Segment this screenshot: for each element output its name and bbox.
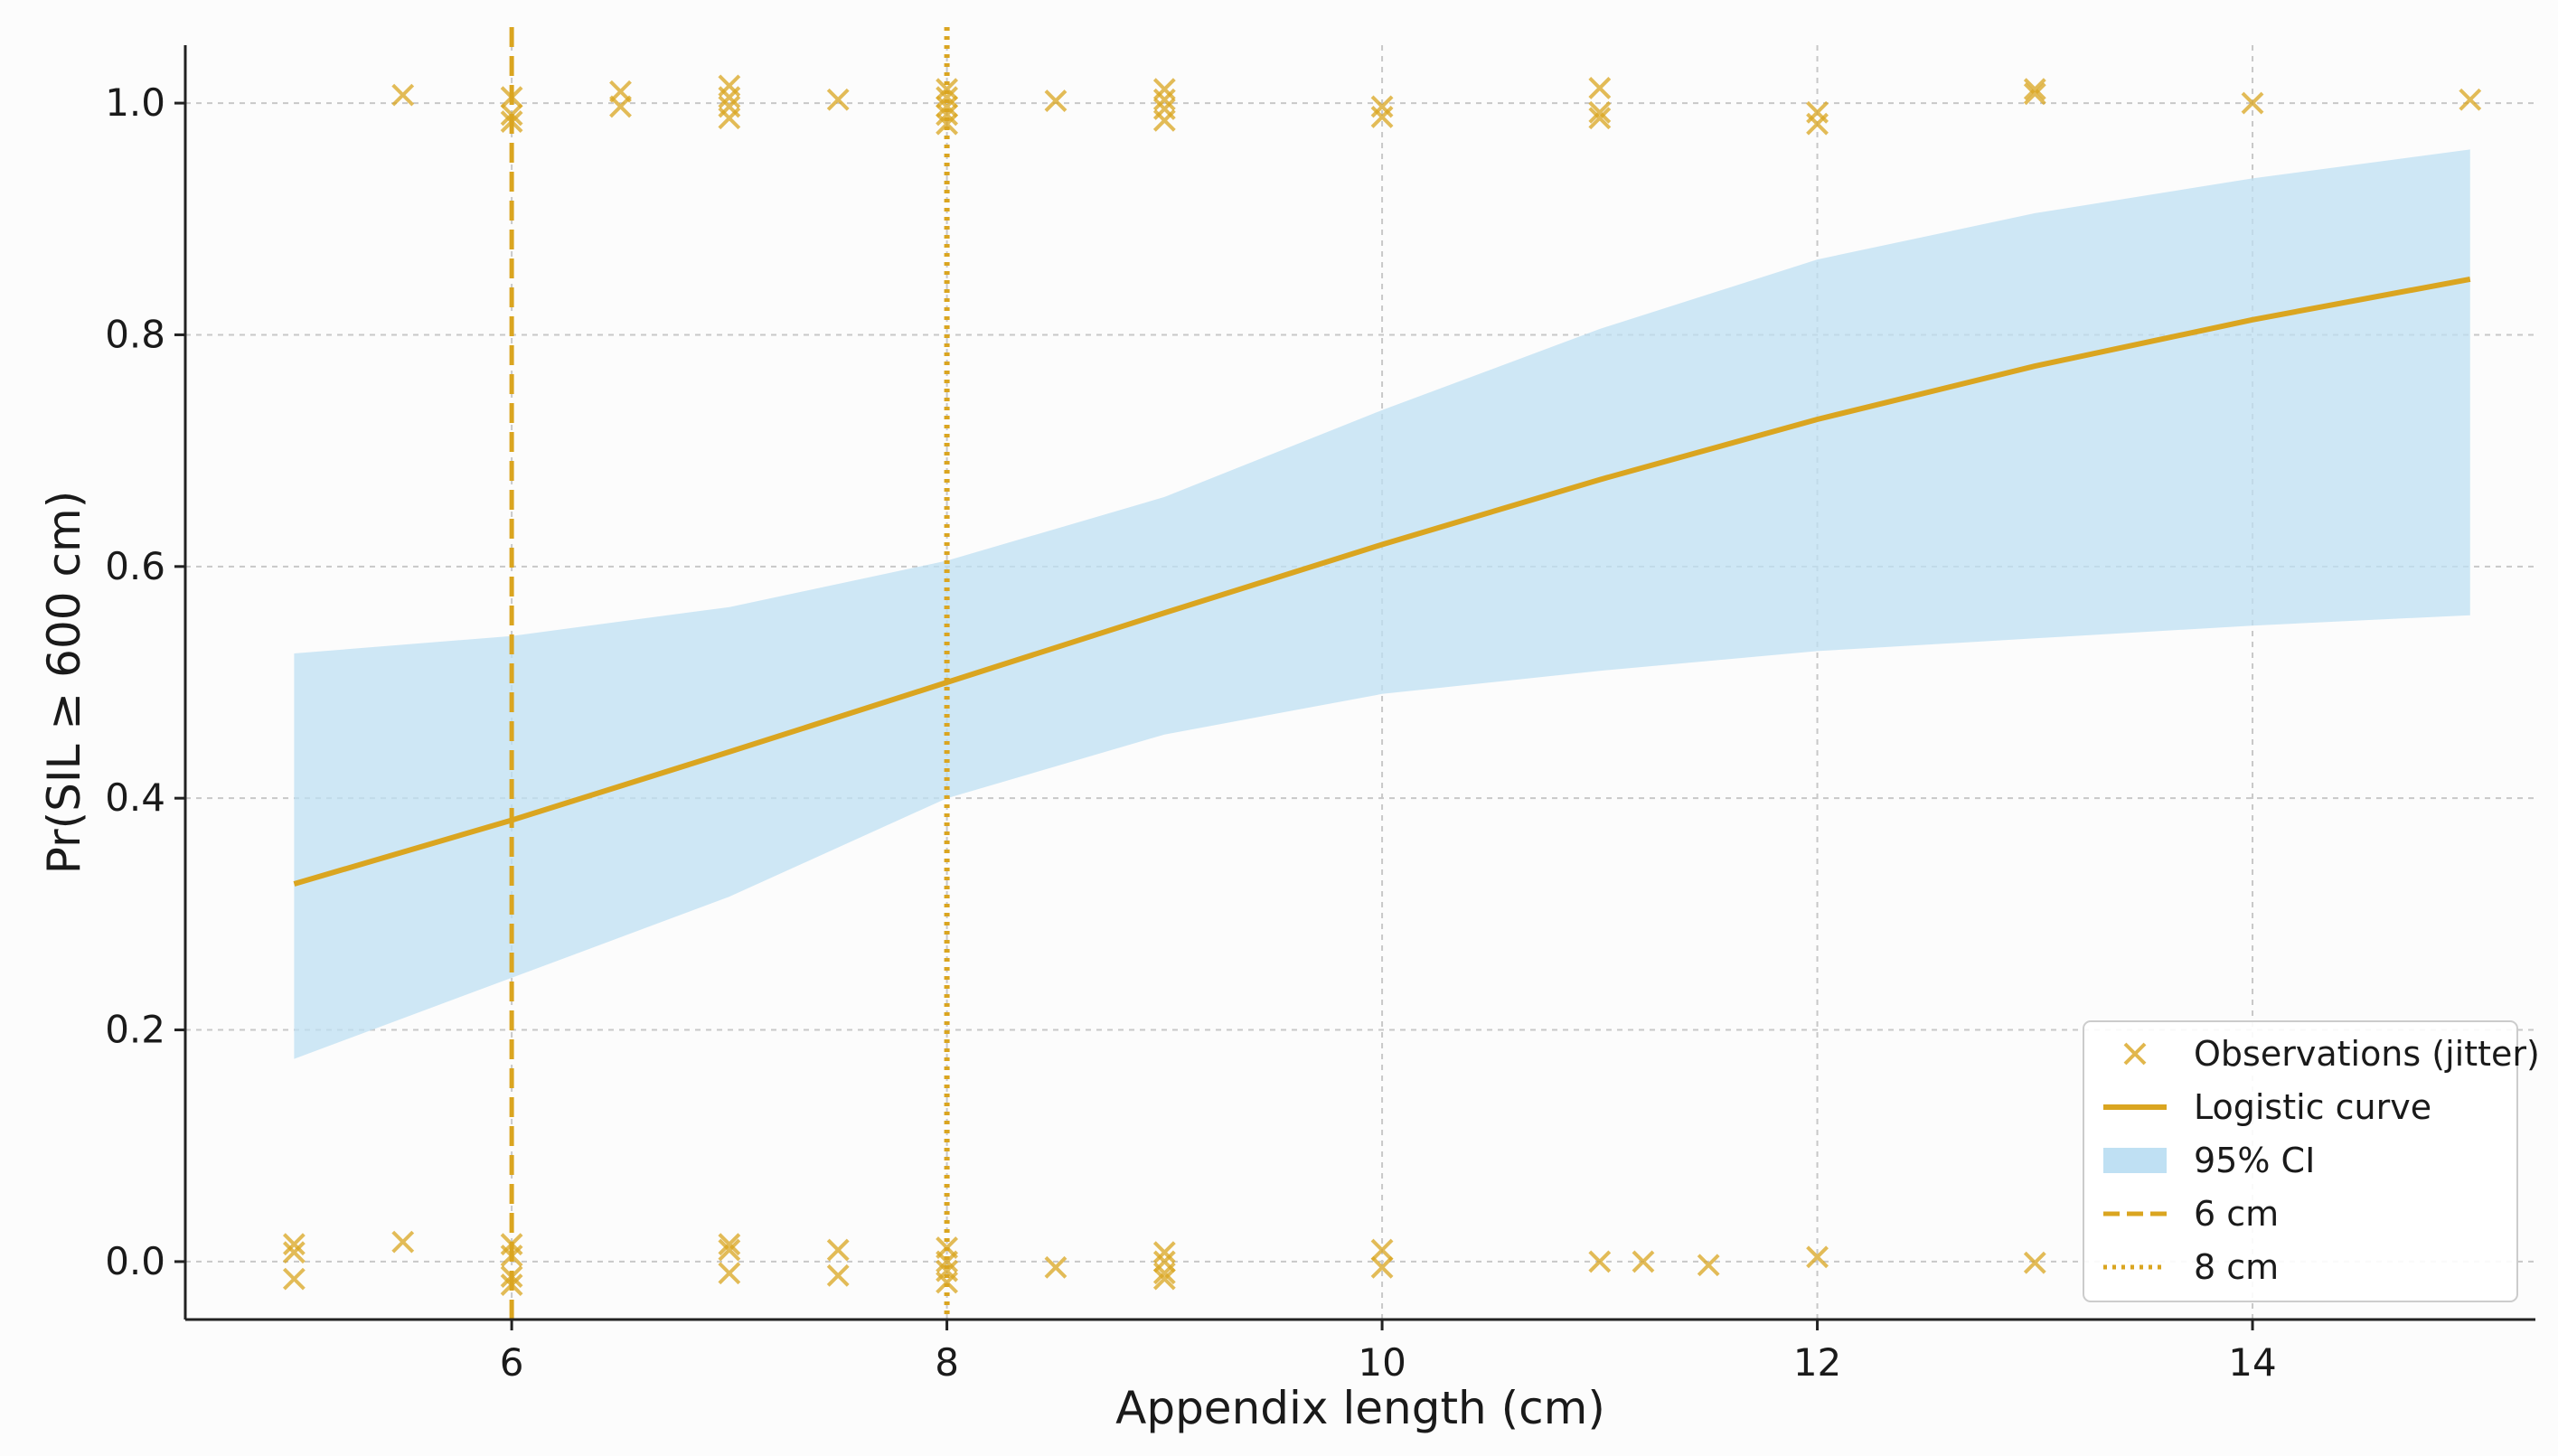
observation-point bbox=[391, 1230, 415, 1254]
legend-item: 95% CI bbox=[2103, 1141, 2315, 1180]
observation-point bbox=[826, 1238, 850, 1262]
observation-point bbox=[1588, 77, 1612, 99]
x-tick-label: 8 bbox=[935, 1340, 959, 1385]
y-axis-title: Pr(SIL ≥ 600 cm) bbox=[38, 491, 90, 874]
legend-label: 95% CI bbox=[2194, 1141, 2315, 1180]
legend-label: Logistic curve bbox=[2194, 1087, 2431, 1127]
legend-item: 6 cm bbox=[2103, 1194, 2279, 1234]
observation-point bbox=[1152, 1267, 1176, 1291]
x-tick-label: 12 bbox=[1793, 1340, 1841, 1385]
observation-point bbox=[282, 1233, 306, 1256]
observation-point bbox=[500, 1245, 523, 1267]
observation-point bbox=[1152, 78, 1176, 101]
legend-label: 6 cm bbox=[2194, 1194, 2279, 1234]
tick-labels: 6 8 10 12 14 0.0 0.2 0.4 0.6 0.8 1.0 bbox=[105, 80, 2277, 1385]
observation-point bbox=[936, 95, 959, 118]
observation-point bbox=[391, 83, 415, 107]
reference-lines bbox=[509, 27, 950, 1320]
observation-point bbox=[936, 103, 959, 127]
legend-swatch-ci bbox=[2103, 1148, 2167, 1173]
observation-point bbox=[1044, 89, 1067, 112]
y-tick-label: 0.0 bbox=[105, 1239, 165, 1283]
observation-point bbox=[500, 103, 523, 127]
observation-point bbox=[718, 1238, 741, 1262]
axes bbox=[183, 45, 2535, 1321]
legend-item: Observations (jitter) bbox=[2123, 1034, 2540, 1074]
legend-item: Logistic curve bbox=[2103, 1087, 2431, 1127]
x-tick-label: 14 bbox=[2228, 1340, 2276, 1385]
observation-point bbox=[2023, 82, 2046, 106]
observation-point bbox=[1632, 1250, 1655, 1273]
observation-point bbox=[609, 95, 632, 118]
logistic-curve-layer bbox=[293, 276, 2471, 887]
observation-point bbox=[1370, 95, 1394, 118]
observation-point bbox=[1806, 1245, 1829, 1269]
observation-point bbox=[936, 1250, 959, 1273]
observation-point bbox=[936, 112, 959, 136]
observation-point bbox=[500, 1265, 523, 1288]
observation-point bbox=[2023, 1251, 2046, 1274]
y-tick-label: 0.8 bbox=[105, 312, 165, 356]
legend-label: 8 cm bbox=[2194, 1247, 2279, 1287]
observation-point bbox=[1152, 1241, 1176, 1264]
observation-point bbox=[1152, 1262, 1176, 1285]
legend-item: 8 cm bbox=[2103, 1247, 2279, 1287]
legend-marker-x bbox=[2123, 1042, 2147, 1066]
x-axis-title: Appendix length (cm) bbox=[1115, 1382, 1605, 1434]
y-tick-label: 1.0 bbox=[105, 80, 165, 125]
observation-point bbox=[826, 88, 850, 111]
observation-point bbox=[1044, 1255, 1067, 1279]
observation-point bbox=[1806, 112, 1829, 136]
observation-point bbox=[1152, 108, 1176, 132]
x-tick-label: 10 bbox=[1358, 1340, 1406, 1385]
observation-point bbox=[500, 86, 523, 109]
observation-point bbox=[2241, 91, 2264, 115]
observation-point bbox=[500, 110, 523, 134]
observation-point bbox=[282, 1241, 306, 1264]
logistic-curve bbox=[293, 276, 2471, 887]
y-tick-label: 0.4 bbox=[105, 775, 165, 820]
ci-band bbox=[294, 149, 2470, 1059]
y-tick-label: 0.6 bbox=[105, 544, 165, 588]
observation-point bbox=[936, 1271, 959, 1294]
observation-point bbox=[936, 86, 959, 109]
observation-point bbox=[282, 1267, 306, 1291]
observation-point bbox=[1370, 1255, 1394, 1279]
observation-point bbox=[718, 107, 741, 130]
observation-point bbox=[826, 1263, 850, 1287]
observation-point bbox=[2459, 88, 2482, 111]
observation-point bbox=[1152, 88, 1176, 111]
legend: Observations (jitter) Logistic curve 95% C… bbox=[2083, 1020, 2540, 1302]
ci-band-layer bbox=[294, 149, 2470, 1059]
observation-point bbox=[1370, 1238, 1394, 1262]
observation-point bbox=[1697, 1254, 1720, 1277]
observation-point bbox=[936, 78, 959, 101]
observation-point bbox=[1588, 100, 1612, 124]
legend-box bbox=[2083, 1020, 2518, 1302]
observation-point bbox=[1370, 106, 1394, 128]
y-tick-label: 0.2 bbox=[105, 1008, 165, 1052]
observation-point bbox=[500, 1273, 523, 1296]
observation-point bbox=[1588, 1250, 1612, 1273]
observation-point bbox=[718, 1262, 741, 1285]
legend-label: Observations (jitter) bbox=[2194, 1034, 2540, 1074]
x-tick-label: 6 bbox=[500, 1340, 524, 1385]
observation-point bbox=[1588, 107, 1612, 130]
observation-point bbox=[718, 86, 741, 109]
observations-layer bbox=[282, 74, 2482, 1296]
observation-point bbox=[2023, 78, 2046, 101]
observation-point bbox=[718, 1233, 741, 1256]
